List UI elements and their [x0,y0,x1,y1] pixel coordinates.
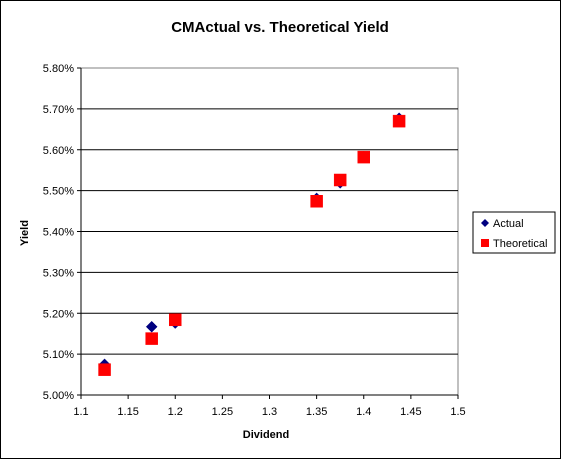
theoretical-point [357,150,370,164]
y-axis-ticks: 5.00% 5.10% 5.20% 5.30% 5.40% 5.50% 5.60% 5.70%… [43,63,81,402]
y-tick-label: 5.00% [43,390,74,402]
legend: Actual Theoretical [472,211,556,254]
x-tick-label: 1.15 [117,406,138,418]
legend-label-theoretical: Theoretical [493,238,547,250]
data-points [98,112,406,376]
y-tick-label: 5.80% [43,63,74,75]
theoretical-point [392,114,406,128]
legend-marker-actual [481,219,489,227]
y-tick-label: 5.50% [43,186,74,198]
theoretical-point [98,363,111,376]
chart-title: CMActual vs. Theoretical Yield [171,19,389,36]
y-tick-label: 5.70% [43,104,74,116]
legend-marker-theoretical [481,239,489,247]
y-tick-label: 5.30% [43,267,74,279]
theoretical-point [310,195,323,208]
theoretical-point [333,173,347,187]
x-tick-label: 1.2 [168,406,183,418]
x-tick-label: 1.25 [212,406,233,418]
x-tick-label: 1.5 [450,406,465,418]
theoretical-point [145,332,158,345]
legend-label-actual: Actual [493,218,524,230]
actual-point [145,320,158,333]
x-tick-label: 1.1 [73,406,88,418]
y-tick-label: 5.60% [43,145,74,157]
y-axis-label: Yield [19,220,31,246]
y-tick-label: 5.20% [43,308,74,320]
x-axis-ticks: 1.1 1.15 1.2 1.25 1.3 1.35 1.4 1.45 1.5 [73,395,466,418]
y-tick-label: 5.40% [43,227,74,239]
x-tick-label: 1.4 [356,406,371,418]
legend-entries: Actual Theoretical [481,218,547,250]
x-tick-label: 1.3 [262,406,277,418]
x-tick-label: 1.35 [306,406,327,418]
gridlines [81,108,458,355]
y-tick-label: 5.10% [43,349,74,361]
x-tick-label: 1.45 [400,406,421,418]
x-axis-label: Dividend [243,429,289,441]
theoretical-point [169,313,182,327]
